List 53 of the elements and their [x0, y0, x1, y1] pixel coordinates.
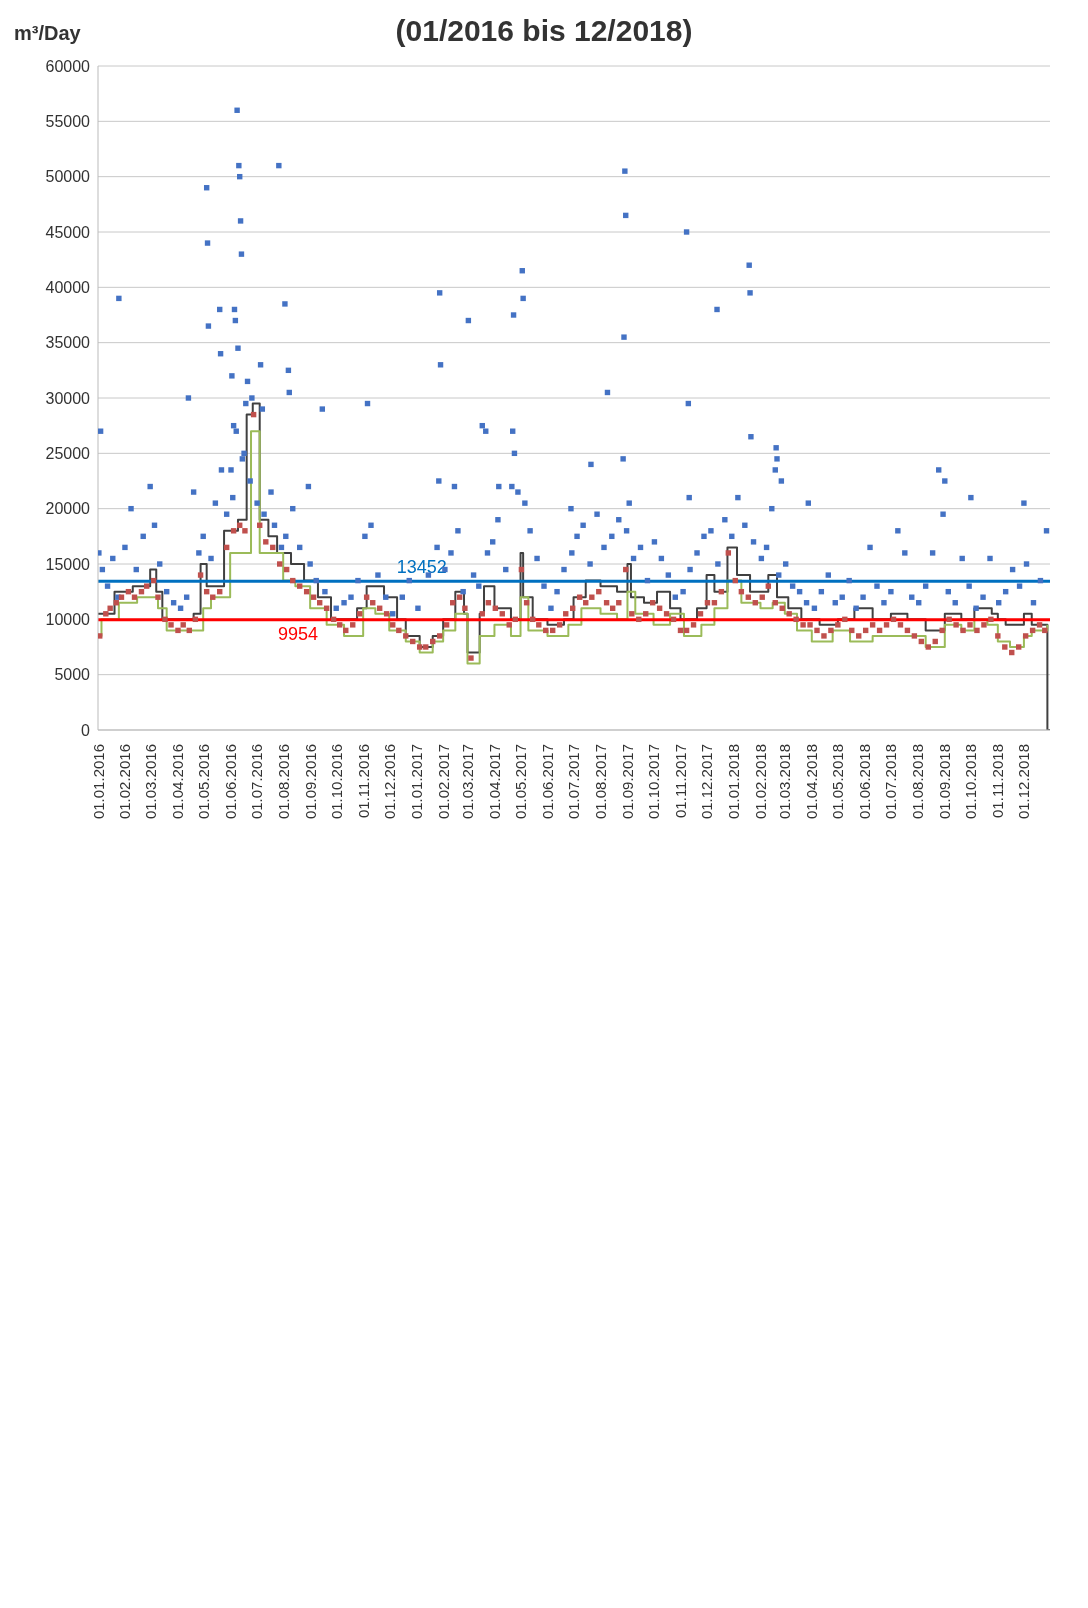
x-tick-label: 01.05.2018 — [829, 744, 847, 820]
y-tick-label: 25000 — [45, 445, 91, 463]
x-tick-label: 01.02.2016 — [116, 744, 134, 820]
x-tick-label: 01.10.2016 — [327, 744, 345, 820]
x-tick-label: 01.04.2018 — [803, 744, 821, 820]
y-tick-label: 0 — [81, 721, 91, 739]
x-tick-label: 01.12.2016 — [380, 744, 398, 820]
x-tick-label: 01.11.2016 — [354, 744, 372, 818]
x-tick-label: 01.08.2018 — [909, 744, 927, 820]
x-tick-label: 01.08.2017 — [592, 744, 610, 820]
x-tick-label: 01.06.2017 — [538, 744, 556, 820]
y-tick-label: 55000 — [45, 113, 91, 131]
x-tick-label: 01.01.2018 — [725, 744, 743, 820]
x-tick-label: 01.07.2016 — [247, 744, 265, 820]
x-tick-label: 01.12.2017 — [698, 744, 716, 820]
x-tick-label: 01.02.2018 — [751, 744, 769, 820]
y-tick-label: 35000 — [45, 334, 91, 352]
x-tick-label: 01.07.2017 — [565, 744, 583, 820]
chart-title: (01/2016 bis 12/2018) — [395, 14, 693, 47]
x-tick-label: 01.10.2017 — [645, 744, 663, 820]
y-tick-label: 30000 — [45, 389, 91, 407]
x-tick-label: 01.02.2017 — [434, 744, 452, 820]
y-tick-label: 10000 — [45, 611, 91, 629]
y-tick-label: 45000 — [45, 223, 91, 241]
x-tick-label: 01.10.2018 — [962, 744, 980, 820]
ref-line-label: 9954 — [277, 623, 318, 644]
x-tick-label: 01.05.2017 — [512, 744, 530, 820]
y-tick-label: 5000 — [54, 666, 91, 684]
x-tick-label: 01.03.2016 — [141, 744, 159, 820]
ref-line-label: 13452 — [396, 557, 447, 578]
x-tick-label: 01.04.2016 — [168, 744, 186, 820]
x-tick-label: 01.05.2016 — [194, 744, 212, 820]
x-tick-label: 01.09.2017 — [618, 744, 636, 820]
x-tick-label: 01.12.2018 — [1015, 744, 1033, 820]
x-tick-label: 01.07.2018 — [882, 744, 900, 820]
x-tick-label: 01.09.2018 — [936, 744, 954, 820]
x-tick-label: 01.01.2016 — [89, 744, 107, 820]
x-tick-label: 01.06.2016 — [221, 744, 239, 820]
x-tick-label: 01.03.2018 — [776, 744, 794, 820]
x-tick-label: 01.11.2017 — [672, 744, 689, 818]
x-tick-label: 01.09.2016 — [301, 744, 319, 820]
y-tick-label: 50000 — [45, 168, 91, 186]
y-tick-label: 15000 — [45, 555, 91, 573]
y-tick-label: 40000 — [45, 279, 91, 297]
y-axis-title: m³/Day — [14, 22, 81, 45]
y-tick-label: 20000 — [45, 500, 91, 518]
x-tick-label: 01.03.2017 — [459, 744, 476, 820]
x-tick-label: 01.06.2018 — [856, 744, 874, 820]
x-tick-label: 01.04.2017 — [485, 744, 503, 820]
y-tick-label: 60000 — [45, 57, 91, 75]
x-tick-label: 01.08.2016 — [274, 744, 292, 820]
x-tick-label: 01.11.2018 — [989, 744, 1007, 818]
x-tick-label: 01.01.2017 — [407, 744, 425, 820]
